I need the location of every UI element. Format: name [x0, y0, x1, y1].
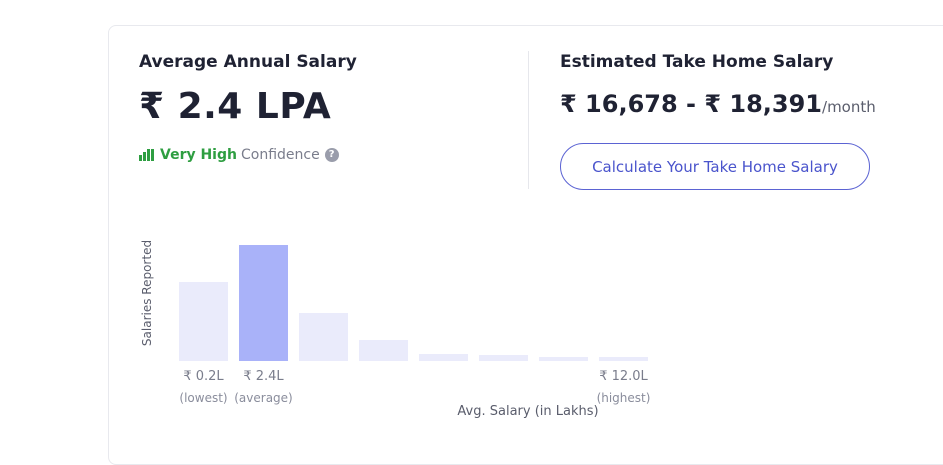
average-salary-value: ₹ 2.4 LPA: [139, 86, 332, 127]
chart-x-axis-label: Avg. Salary (in Lakhs): [457, 404, 599, 419]
histogram-bar: [599, 357, 648, 361]
confidence-label: Confidence: [240, 147, 320, 163]
confidence-indicator: Very High Confidence ?: [139, 147, 339, 163]
calculate-take-home-button[interactable]: Calculate Your Take Home Salary: [560, 143, 870, 190]
take-home-value: ₹ 16,678 - ₹ 18,391/month: [560, 90, 876, 118]
x-tick-label: ₹ 12.0L: [599, 369, 648, 384]
x-tick-label: ₹ 0.2L: [183, 369, 224, 384]
take-home-range: ₹ 16,678 - ₹ 18,391: [560, 90, 823, 118]
x-tick-sublabel: (lowest): [179, 391, 228, 405]
help-icon[interactable]: ?: [324, 148, 339, 162]
histogram-bar: [359, 340, 408, 361]
salary-histogram: [179, 245, 648, 361]
average-salary-section: Average Annual Salary: [139, 52, 357, 72]
signal-bars-icon: [139, 149, 154, 161]
histogram-bar: [479, 355, 528, 361]
histogram-bar: [299, 313, 348, 361]
confidence-level: Very High: [160, 147, 237, 163]
histogram-bar: [179, 282, 228, 361]
section-divider: [528, 51, 529, 189]
take-home-section: Estimated Take Home Salary: [560, 52, 833, 72]
take-home-period: /month: [822, 98, 876, 116]
histogram-bar-average: [239, 245, 288, 361]
histogram-bar: [539, 357, 588, 361]
x-tick-sublabel: (average): [234, 391, 293, 405]
x-tick-sublabel: (highest): [596, 391, 651, 405]
histogram-bar: [419, 354, 468, 361]
x-tick-label: ₹ 2.4L: [243, 369, 284, 384]
take-home-title: Estimated Take Home Salary: [560, 52, 834, 72]
average-salary-title: Average Annual Salary: [139, 52, 357, 72]
